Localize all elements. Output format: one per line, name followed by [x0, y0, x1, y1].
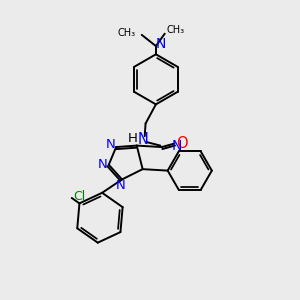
Text: H: H	[128, 132, 138, 145]
Text: N: N	[106, 138, 116, 151]
Text: Cl: Cl	[73, 190, 86, 203]
Text: N: N	[172, 139, 182, 153]
Text: O: O	[176, 136, 187, 151]
Text: N: N	[156, 37, 166, 51]
Text: CH₃: CH₃	[117, 28, 135, 38]
Text: N: N	[98, 158, 108, 171]
Text: N: N	[116, 179, 125, 192]
Text: CH₃: CH₃	[166, 25, 184, 35]
Text: N: N	[137, 132, 148, 147]
